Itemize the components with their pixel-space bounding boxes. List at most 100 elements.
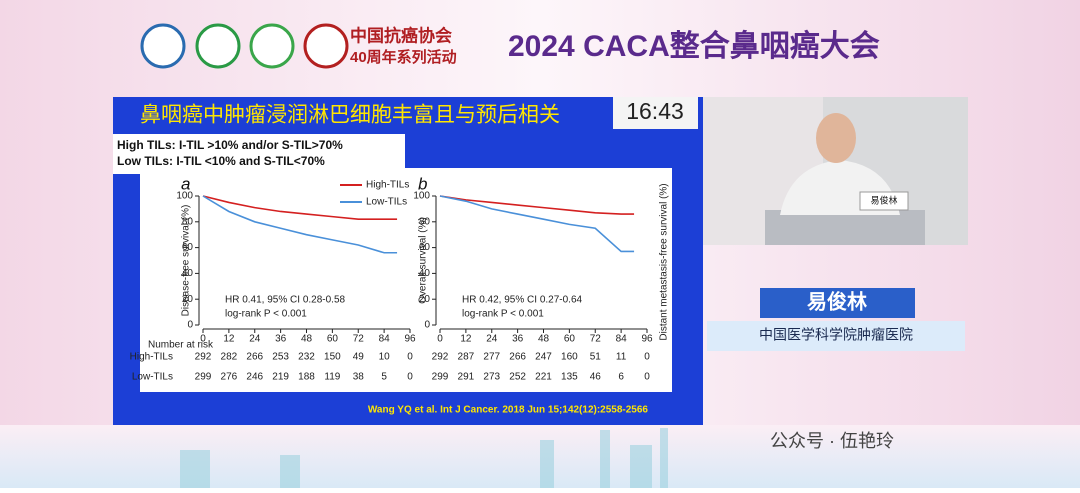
nameplate-text: 易俊林	[870, 194, 897, 205]
risk-count: 276	[221, 372, 238, 383]
definition: High TILs: I-TIL >10% and/or S-TIL>70%	[117, 138, 343, 152]
y-tick-label: 0	[187, 320, 193, 331]
watermark: 公众号 · 伍艳玲	[770, 431, 894, 451]
survival-curve	[439, 195, 635, 253]
risk-row-label: High-TILs	[130, 352, 173, 363]
x-tick-label: 12	[223, 334, 235, 345]
x-tick-label: 84	[616, 334, 628, 345]
x-tick-label: 96	[404, 334, 416, 345]
risk-count: 287	[458, 352, 475, 363]
risk-count: 38	[353, 372, 365, 383]
y-tick-label: 40	[182, 268, 194, 279]
risk-count: 246	[246, 372, 263, 383]
x-tick-label: 60	[564, 334, 576, 345]
risk-count: 119	[324, 372, 340, 383]
definition: Low TILs: I-TIL <10% and S-TIL<70%	[117, 154, 325, 168]
x-tick-label: 72	[353, 334, 365, 345]
speaker-name: 易俊林	[807, 289, 867, 313]
legend-label: Low-TILs	[366, 197, 407, 208]
risk-count: 219	[272, 372, 289, 383]
risk-count: 277	[483, 352, 500, 363]
x-tick-label: 24	[249, 334, 261, 345]
survival-curve	[202, 195, 398, 254]
risk-count: 5	[381, 372, 387, 383]
risk-count: 252	[509, 372, 526, 383]
skyline	[180, 428, 668, 488]
risk-row-label: Low-TILs	[132, 372, 173, 383]
y-tick-label: 80	[419, 216, 431, 227]
x-tick-label: 48	[301, 334, 313, 345]
risk-count: 292	[432, 352, 449, 363]
risk-count: 282	[221, 352, 238, 363]
timer: 16:43	[626, 98, 684, 124]
legend-label: High-TILs	[366, 180, 409, 191]
y-tick-label: 20	[419, 294, 431, 305]
risk-count: 299	[432, 372, 449, 383]
risk-count: 0	[644, 352, 650, 363]
y-axis-label: Overall survival (%)	[418, 217, 429, 304]
y-tick-label: 100	[176, 191, 193, 202]
y-tick-label: 80	[182, 216, 194, 227]
x-tick-label: 0	[200, 334, 206, 345]
risk-count: 6	[618, 372, 624, 383]
logos	[140, 23, 349, 69]
survival-curve	[439, 195, 635, 215]
risk-count: 0	[407, 352, 413, 363]
y-tick-label: 60	[182, 242, 194, 253]
affiliation-box	[707, 321, 965, 351]
partial-axis-label: Distant metastasis-free survival (%)	[659, 183, 670, 340]
x-tick-label: 0	[437, 334, 443, 345]
speaker-head	[816, 113, 856, 163]
risk-count: 299	[195, 372, 212, 383]
risk-count: 232	[298, 352, 315, 363]
risk-count: 253	[272, 352, 289, 363]
risk-count: 188	[298, 372, 315, 383]
risk-count: 150	[324, 352, 341, 363]
risk-count: 273	[483, 372, 500, 383]
risk-count: 291	[458, 372, 475, 383]
x-tick-label: 36	[512, 334, 524, 345]
x-tick-label: 84	[379, 334, 391, 345]
risk-count: 160	[561, 352, 578, 363]
risk-count: 247	[535, 352, 552, 363]
y-tick-label: 100	[413, 191, 430, 202]
panel-letter: b	[418, 174, 427, 193]
risk-count: 51	[590, 352, 602, 363]
annotation: log-rank P < 0.001	[225, 309, 307, 320]
risk-count: 266	[246, 352, 263, 363]
y-tick-label: 0	[424, 320, 430, 331]
annotation: HR 0.41, 95% CI 0.28-0.58	[225, 295, 346, 306]
annotation: log-rank P < 0.001	[462, 309, 544, 320]
risk-count: 292	[195, 352, 212, 363]
risk-count: 221	[535, 372, 552, 383]
timer-box	[613, 97, 698, 129]
citation: Wang YQ et al. Int J Cancer. 2018 Jun 15…	[368, 405, 649, 416]
definition-box	[113, 134, 405, 174]
risk-count: 135	[561, 372, 578, 383]
slide-title: 鼻咽癌中肿瘤浸润淋巴细胞丰富且与预后相关	[140, 104, 560, 127]
org-sub: 40周年系列活动	[350, 48, 457, 66]
x-tick-label: 24	[486, 334, 498, 345]
risk-count: 10	[379, 352, 391, 363]
speaker-affiliation: 中国医学科学院肿瘤医院	[759, 327, 913, 343]
risk-count: 46	[590, 372, 602, 383]
risk-count: 0	[407, 372, 413, 383]
survival-curve	[202, 195, 398, 221]
figure	[140, 168, 672, 392]
annotation: HR 0.42, 95% CI 0.27-0.64	[462, 295, 583, 306]
risk-count: 0	[644, 372, 650, 383]
y-tick-label: 40	[419, 268, 431, 279]
event-title: 2024 CACA整合鼻咽癌大会	[508, 29, 880, 63]
panel-letter: a	[181, 174, 190, 193]
podium	[765, 210, 925, 245]
x-tick-label: 96	[641, 334, 653, 345]
y-tick-label: 20	[182, 294, 194, 305]
x-tick-label: 60	[327, 334, 339, 345]
y-tick-label: 60	[419, 242, 431, 253]
x-tick-label: 48	[538, 334, 550, 345]
nameplate	[859, 191, 909, 211]
risk-title: Number at risk	[148, 340, 214, 351]
x-tick-label: 36	[275, 334, 287, 345]
y-axis-label: Disease-free survival (%)	[181, 205, 192, 317]
